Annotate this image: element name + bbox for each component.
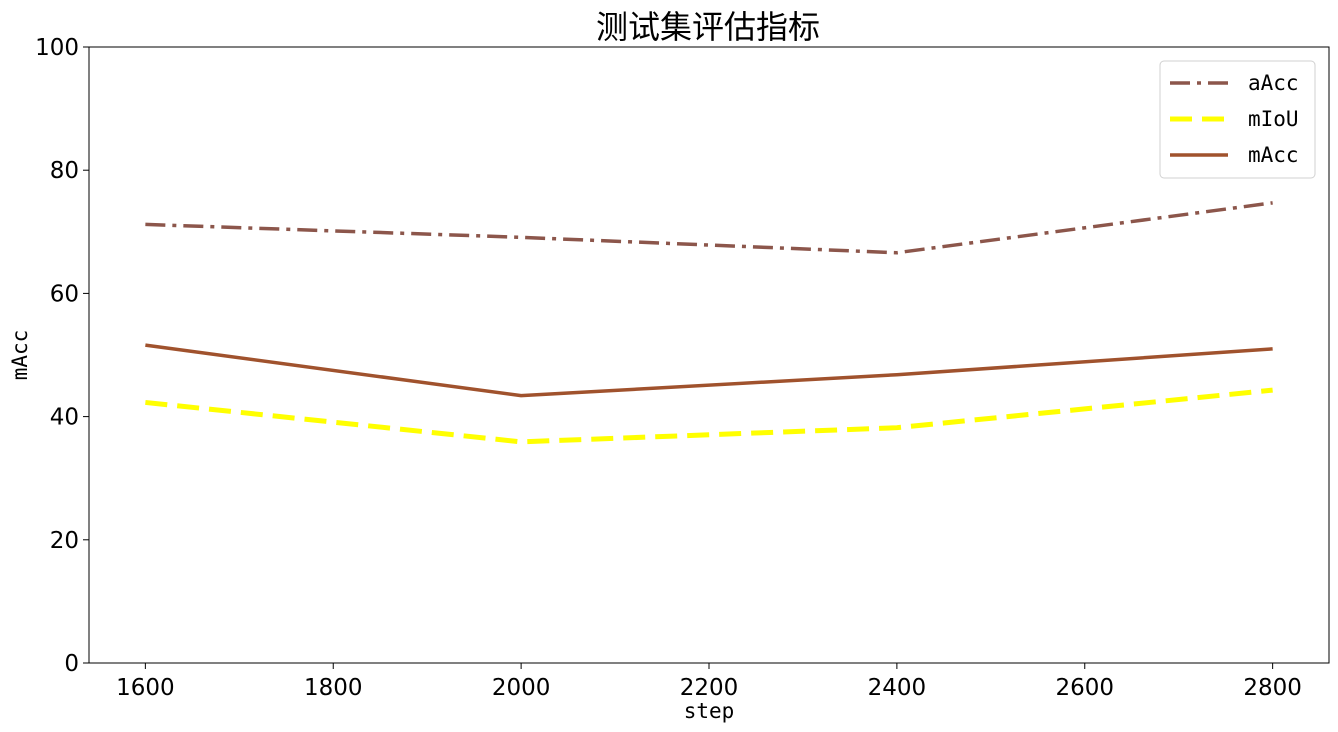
y-tick-label: 100 (35, 35, 79, 61)
series-lines (145, 201, 1273, 445)
x-tick-label: 2600 (1055, 675, 1114, 701)
series-line-macc (145, 343, 1273, 398)
series-line-miou (145, 387, 1273, 445)
y-tick-label: 60 (50, 281, 79, 307)
chart-title: 测试集评估指标 (596, 8, 820, 46)
x-axis-label: step (684, 699, 735, 723)
x-tick-label: 2400 (868, 675, 927, 701)
series-line-aacc (145, 201, 1273, 255)
x-tick-label: 2800 (1243, 675, 1302, 701)
y-tick-label: 80 (50, 158, 79, 184)
x-tick-label: 1600 (116, 675, 175, 701)
y-tick-label: 0 (64, 651, 79, 677)
x-tick-label: 2000 (492, 675, 551, 701)
legend-label-miou: mIoU (1248, 107, 1299, 131)
plot-area (88, 46, 1330, 664)
x-tick-label: 2200 (680, 675, 739, 701)
y-tick-label: 40 (50, 405, 79, 431)
y-axis: 0 20 40 60 80 100 (35, 35, 89, 677)
y-tick-label: 20 (50, 528, 79, 554)
x-axis: 1600 1800 2000 2200 2400 2600 2800 (116, 663, 1302, 701)
y-axis-label: mAcc (8, 330, 32, 381)
legend-box (1159, 60, 1316, 179)
legend-label-aacc: aAcc (1248, 71, 1299, 95)
legend: aAcc mIoU mAcc (1159, 60, 1316, 179)
legend-label-macc: mAcc (1248, 143, 1299, 167)
x-tick-label: 1800 (304, 675, 363, 701)
